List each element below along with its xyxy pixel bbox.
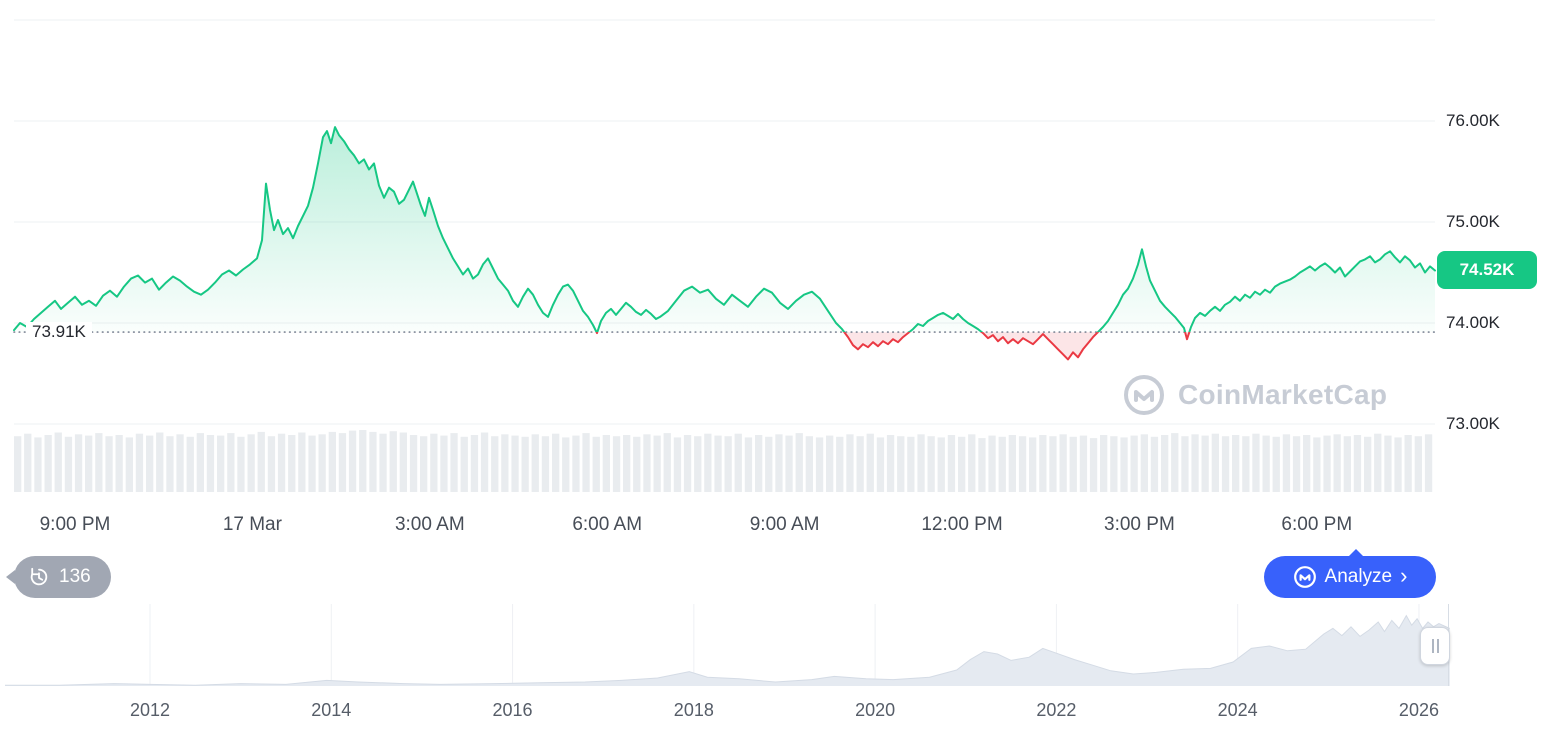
y-axis-label: 76.00K bbox=[1446, 111, 1500, 130]
navigator-year-label: 2016 bbox=[492, 700, 533, 720]
baseline-price-label: 73.91K bbox=[26, 322, 92, 342]
range-handle-right[interactable] bbox=[1420, 627, 1450, 665]
navigator-year-label: 2020 bbox=[855, 700, 896, 720]
history-count-label: 136 bbox=[59, 566, 91, 587]
range-navigator[interactable] bbox=[0, 604, 1566, 686]
coinmarketcap-logo-icon bbox=[1124, 375, 1164, 415]
watermark-text: CoinMarketCap bbox=[1178, 379, 1388, 410]
x-axis-label: 9:00 AM bbox=[749, 514, 820, 535]
chevron-right-icon: › bbox=[1400, 563, 1408, 588]
main-price-chart[interactable] bbox=[0, 0, 1566, 500]
x-axis-label: 9:00 PM bbox=[39, 514, 111, 535]
coinmarketcap-watermark: CoinMarketCap bbox=[1122, 373, 1387, 417]
navigator-year-label: 2014 bbox=[311, 700, 352, 720]
x-axis-label: 17 Mar bbox=[222, 514, 282, 535]
handle-grip-bar bbox=[1436, 639, 1439, 653]
x-axis-label: 6:00 AM bbox=[572, 514, 643, 535]
history-clock-icon bbox=[30, 567, 48, 586]
x-axis-label: 3:00 AM bbox=[394, 514, 465, 535]
y-axis-label: 74.00K bbox=[1446, 313, 1500, 332]
history-count-badge[interactable]: 136 bbox=[6, 556, 111, 598]
navigator-year-label: 2024 bbox=[1217, 700, 1258, 720]
coinmarketcap-logo-icon bbox=[1293, 566, 1316, 588]
current-price-badge: 74.52K bbox=[1437, 251, 1537, 289]
navigator-year-label: 2026 bbox=[1398, 700, 1439, 720]
navigator-year-label: 2012 bbox=[129, 700, 171, 720]
navigator-year-label: 2018 bbox=[673, 700, 714, 720]
analyze-button[interactable]: Analyze › bbox=[1264, 549, 1436, 598]
analyze-label: Analyze bbox=[1324, 566, 1393, 587]
handle-grip-bar bbox=[1431, 639, 1434, 653]
navigator-year-label: 2022 bbox=[1036, 700, 1077, 720]
x-axis-label: 12:00 PM bbox=[921, 514, 1003, 535]
y-axis-label: 73.00K bbox=[1446, 414, 1500, 433]
x-axis-label: 3:00 PM bbox=[1104, 514, 1175, 535]
y-axis-label: 75.00K bbox=[1446, 212, 1500, 231]
x-axis-label: 6:00 PM bbox=[1281, 514, 1353, 535]
